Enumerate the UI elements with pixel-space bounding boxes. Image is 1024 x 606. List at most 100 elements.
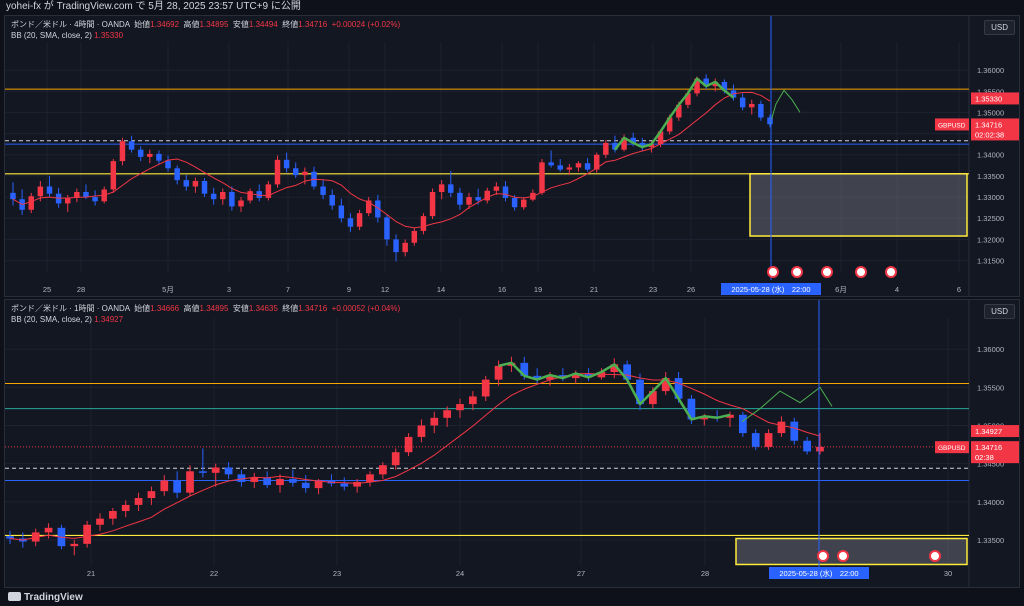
indicator-legend[interactable]: BB (20, SMA, close, 2) 1.34927 <box>11 315 123 324</box>
x-tick-label: 5月 <box>162 285 174 294</box>
y-tick-label: 1.35500 <box>977 87 1004 96</box>
candle-body <box>224 467 233 475</box>
candle-body <box>110 161 117 190</box>
candle-body <box>533 375 541 380</box>
economic-event-icon <box>767 266 779 278</box>
chart-1h-svg[interactable]: 1.360001.355001.350001.345001.340001.335… <box>5 300 1019 587</box>
x-tick-label: 14 <box>437 285 445 294</box>
symbol-tag <box>935 118 969 131</box>
candle-body <box>134 498 143 505</box>
candle-body <box>703 78 709 87</box>
open-label: 始値 <box>134 304 151 313</box>
footer-brand: TradingView <box>24 592 83 603</box>
projection-drawing <box>741 386 833 423</box>
high-value: 1.34895 <box>199 304 229 313</box>
target-zone <box>749 173 968 237</box>
low-label: 安値 <box>232 304 249 313</box>
crosshair-time-label: 2025-05-28 (水) 22:00 <box>731 284 810 294</box>
footer: TradingView <box>0 590 1024 606</box>
candle-body <box>64 197 71 204</box>
candle-body <box>237 474 246 482</box>
candle-body <box>469 396 477 405</box>
bb-price-value: 1.35330 <box>975 94 1002 103</box>
candle-body <box>764 433 773 447</box>
wave-drawing <box>498 361 731 421</box>
candle-body <box>639 142 646 148</box>
symbol-title: ポンド／米ドル · 1時間 · OANDA <box>11 304 130 313</box>
chart-4h-svg[interactable]: 1.360001.355001.350001.345001.340001.335… <box>5 16 1019 296</box>
candle-body <box>83 524 91 544</box>
candle-body <box>790 421 799 441</box>
candle-body <box>694 78 700 94</box>
x-tick-label: 28 <box>77 285 85 294</box>
candle-body <box>430 417 439 426</box>
candle-body <box>685 93 691 105</box>
candle-body <box>31 532 40 542</box>
candle-body <box>767 117 773 125</box>
candle-body <box>314 480 323 489</box>
candle-body <box>186 471 194 493</box>
high-label: 高値 <box>183 304 200 313</box>
x-tick-label: 19 <box>534 285 542 294</box>
candle-body <box>379 465 387 475</box>
candle-body <box>623 364 631 380</box>
candle-body <box>603 142 609 155</box>
bar-countdown: 02:38 <box>975 453 994 462</box>
y-tick-label: 1.33000 <box>977 193 1004 202</box>
close-label: 終値 <box>282 20 299 29</box>
candle-body <box>448 184 454 193</box>
crosshair-label-bg <box>721 283 821 295</box>
candle-body <box>137 149 144 157</box>
low-value: 1.34635 <box>248 304 278 313</box>
candle-body <box>621 137 627 150</box>
candle-body <box>739 97 746 108</box>
candle-body <box>566 167 573 170</box>
tradingview-logo[interactable]: TradingView <box>8 592 83 603</box>
economic-event-icon <box>821 266 833 278</box>
candle-body <box>674 378 683 399</box>
candle-body <box>384 217 390 240</box>
y-tick-label: 1.35500 <box>977 383 1004 392</box>
chart-pane-4h[interactable]: 1.360001.355001.350001.345001.340001.335… <box>4 15 1020 297</box>
bb-basis-line <box>9 372 821 541</box>
low-value: 1.34494 <box>248 20 278 29</box>
candle-body <box>557 165 563 170</box>
publish-header: yohei-fx が TradingView.com で 5月 28, 2025… <box>0 0 1024 14</box>
economic-event-icon <box>855 266 867 278</box>
candle-body <box>147 491 156 499</box>
y-tick-label: 1.34000 <box>977 151 1004 160</box>
x-tick-label: 25 <box>43 285 51 294</box>
candle-body <box>521 199 527 208</box>
candle-body <box>92 197 98 202</box>
candle-body <box>777 421 786 434</box>
candle-body <box>575 163 582 168</box>
candle-body <box>174 168 180 181</box>
candle-body <box>502 186 509 198</box>
candle-body <box>481 379 490 397</box>
indicator-label: BB (20, SMA, close, 2) <box>11 31 92 40</box>
symbol-tag-text: GBPUSD <box>938 122 966 129</box>
economic-event-icon <box>817 550 829 562</box>
currency-button[interactable]: USD <box>984 20 1015 35</box>
x-tick-label: 26 <box>687 285 695 294</box>
x-tick-label: 24 <box>456 569 464 578</box>
tradingview-icon <box>8 592 21 601</box>
candle-body <box>420 216 427 231</box>
x-tick-label: 22 <box>210 569 218 578</box>
open-value: 1.34692 <box>150 20 180 29</box>
x-tick-label: 23 <box>333 569 341 578</box>
candle-body <box>700 416 709 420</box>
candle-body <box>201 180 208 194</box>
candle-body <box>803 440 811 452</box>
indicator-legend[interactable]: BB (20, SMA, close, 2) 1.35330 <box>11 31 123 40</box>
y-tick-label: 1.34000 <box>977 498 1004 507</box>
currency-button[interactable]: USD <box>984 304 1015 319</box>
chart-1h-title: ポンド／米ドル · 1時間 · OANDA 始値1.34666 高値1.3489… <box>11 303 400 314</box>
symbol-title: ポンド／米ドル · 4時間 · OANDA <box>11 20 130 29</box>
candle-body <box>192 180 199 187</box>
candle-body <box>411 230 418 243</box>
chart-pane-1h[interactable]: 1.360001.355001.350001.345001.340001.335… <box>4 299 1020 588</box>
candle-body <box>156 153 162 161</box>
projection-drawing <box>769 89 801 125</box>
candle-body <box>353 481 361 487</box>
